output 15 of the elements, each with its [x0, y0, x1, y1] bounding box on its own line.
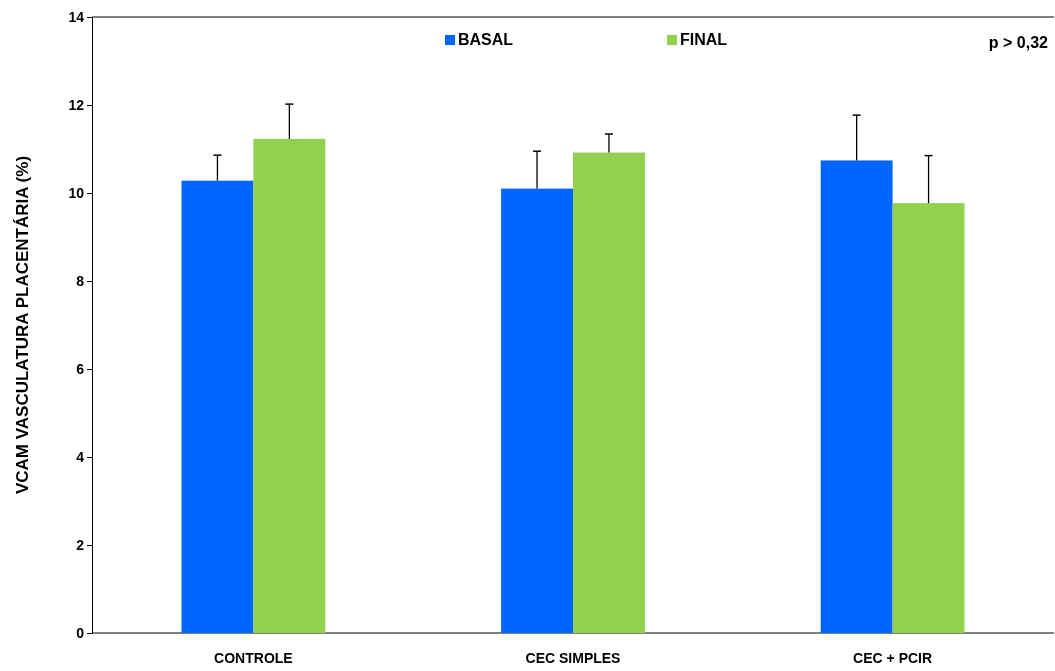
x-tick-label: CEC SIMPLES: [525, 649, 621, 666]
y-axis-title: VCAM VASCULATURA PLACENTÁRIA (%): [13, 155, 32, 495]
x-tick-label: CEC + PCIR: [853, 649, 933, 666]
y-tick-label: 4: [76, 448, 85, 465]
y-tick-label: 6: [76, 360, 85, 377]
legend-label: BASAL: [458, 31, 514, 48]
x-tick-label: CONTROLE: [214, 649, 293, 666]
y-tick-label: 10: [68, 184, 85, 201]
y-tick-label: 8: [76, 272, 85, 289]
y-tick-label: 0: [76, 624, 85, 641]
y-tick-label: 14: [68, 8, 85, 25]
y-tick-label: 12: [68, 96, 85, 113]
y-tick-label: 2: [76, 536, 85, 553]
annotation: p > 0,32: [988, 34, 1049, 51]
legend-label: FINAL: [680, 31, 728, 48]
